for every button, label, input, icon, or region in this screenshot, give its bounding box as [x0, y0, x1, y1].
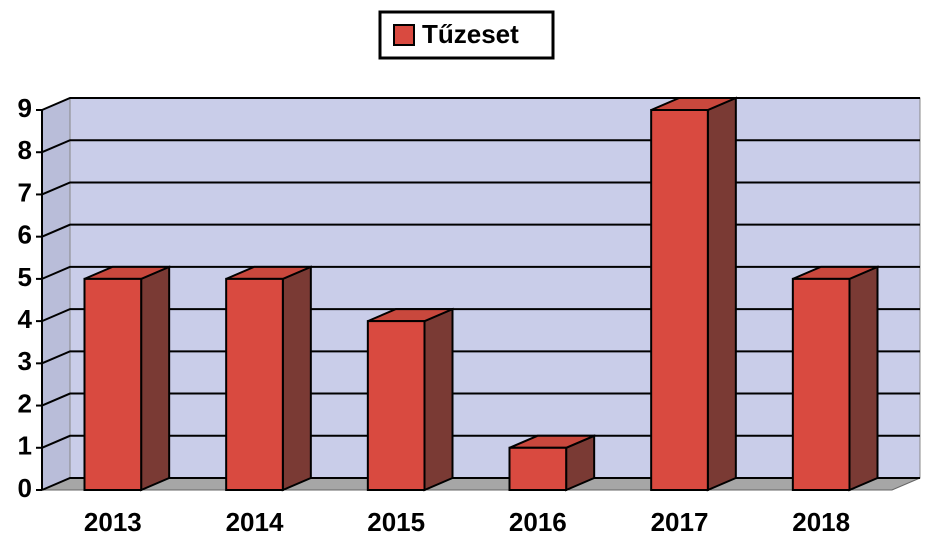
legend-label: Tűzeset	[422, 19, 519, 49]
legend-swatch	[393, 24, 415, 46]
y-tick-label: 8	[18, 135, 32, 165]
x-tick-label: 2013	[84, 507, 142, 537]
bar-side	[848, 265, 879, 492]
x-tick-label: 2017	[651, 507, 709, 537]
bar-front	[83, 277, 143, 491]
bar-front	[366, 320, 426, 491]
floor	[41, 477, 921, 491]
grid-line	[41, 223, 920, 238]
grid-line	[41, 97, 920, 111]
y-tick-label: 9	[18, 93, 32, 123]
y-tick-label: 5	[18, 262, 32, 292]
y-tick-label: 7	[18, 177, 32, 207]
x-tick-label: 2018	[792, 507, 850, 537]
y-tick-label: 2	[18, 388, 32, 418]
grid-line	[41, 434, 920, 449]
bar-side	[281, 265, 312, 492]
grid-line	[41, 181, 920, 196]
bar-front	[225, 277, 284, 491]
y-tick-label: 1	[18, 431, 32, 461]
bar-front	[508, 446, 568, 491]
y-tick-label: 0	[18, 473, 32, 503]
grid-line	[41, 308, 920, 323]
grid-line	[41, 265, 920, 280]
bar-front	[791, 277, 851, 491]
y-tick-label: 3	[18, 346, 32, 376]
grid-line	[41, 392, 920, 407]
grid-line	[41, 477, 920, 491]
y-tick-label: 6	[18, 220, 32, 250]
legend: Tűzeset	[378, 10, 555, 60]
grid-line	[41, 350, 920, 365]
bar	[791, 265, 879, 492]
bar	[650, 96, 737, 492]
x-tick-label: 2016	[509, 507, 567, 537]
bar-side	[706, 96, 737, 492]
bar	[508, 434, 596, 492]
grid-line	[41, 139, 920, 154]
bar	[225, 265, 312, 492]
x-tick-label: 2014	[226, 507, 284, 537]
x-tick-label: 2015	[367, 507, 425, 537]
bar-side	[423, 307, 454, 492]
bar	[83, 265, 171, 492]
bar-side	[140, 265, 171, 492]
y-tick-label: 4	[18, 304, 33, 334]
bar	[366, 307, 454, 492]
bar-front	[650, 109, 709, 491]
side-wall	[41, 97, 71, 491]
